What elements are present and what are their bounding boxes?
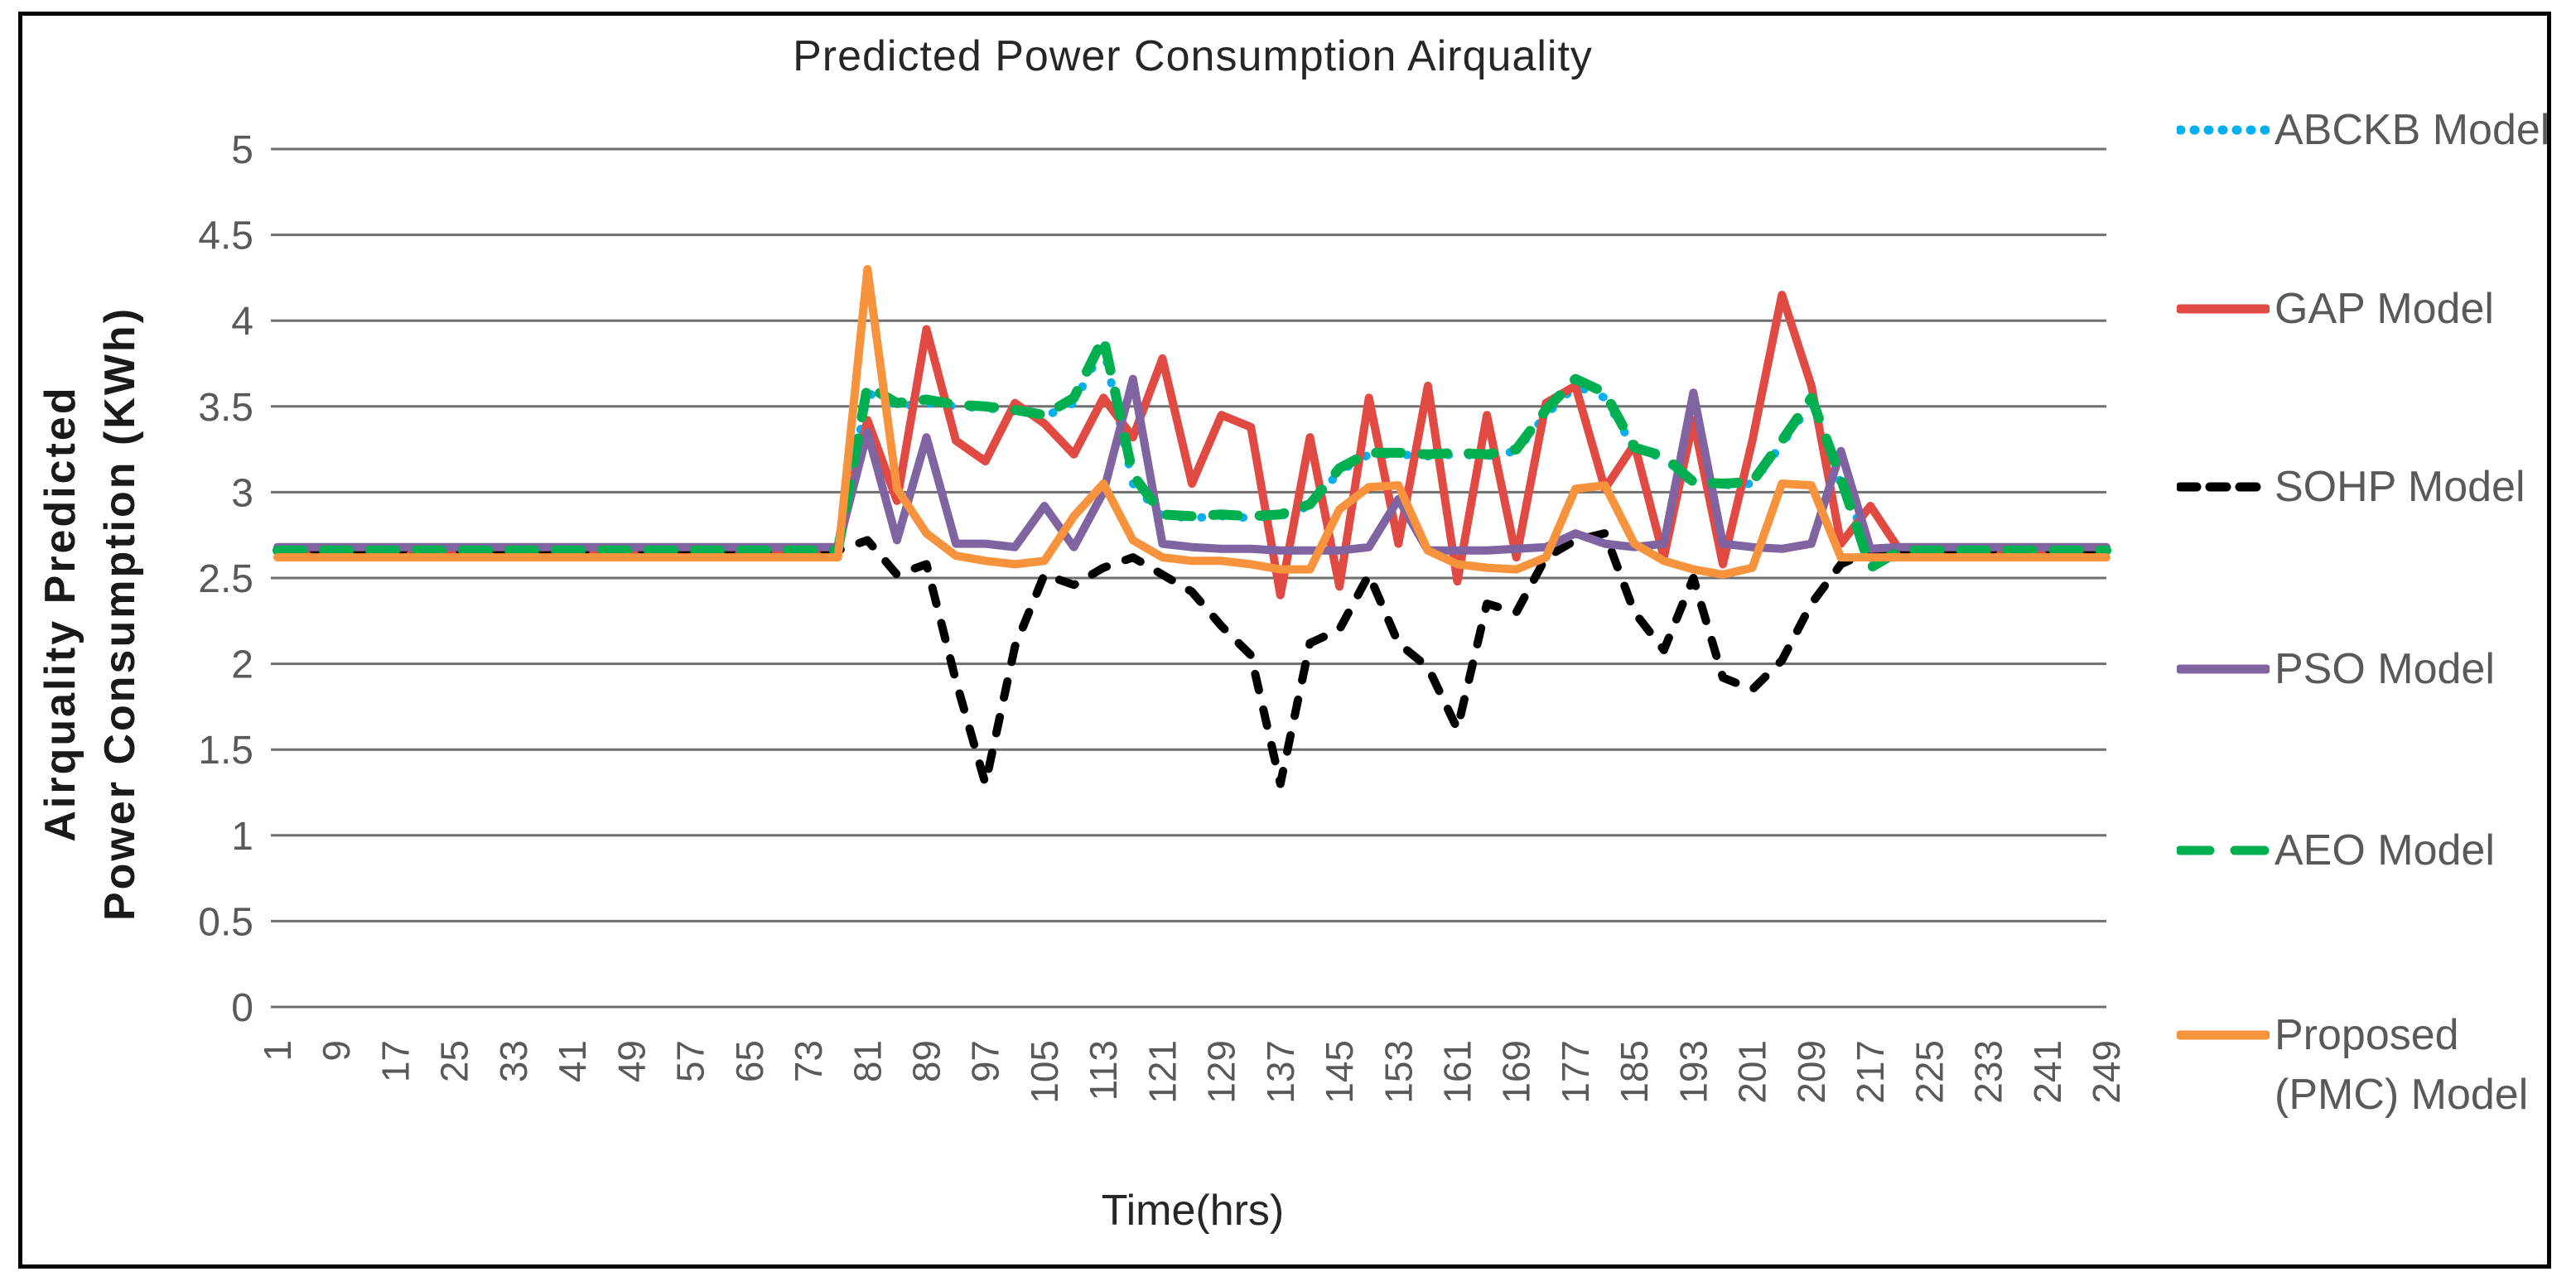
x-tick-label: 121 <box>1141 1040 1184 1104</box>
legend-label-line: AEO Model <box>2275 826 2495 874</box>
chart-title: Predicted Power Consumption Airquality <box>793 32 1593 80</box>
x-tick-label: 81 <box>846 1040 889 1082</box>
y-tick-label: 3.5 <box>198 386 253 430</box>
x-tick-label: 249 <box>2085 1040 2128 1104</box>
x-tick-label: 217 <box>1849 1040 1892 1104</box>
legend-label-line: GAP Model <box>2275 285 2494 333</box>
legend-label: GAP Model <box>2275 279 2494 339</box>
y-axis-title-line1: Airquality Predicted <box>36 385 84 842</box>
x-tick-label: 105 <box>1023 1040 1066 1104</box>
x-tick-label: 9 <box>315 1040 358 1062</box>
series-aeo-model <box>273 332 2111 573</box>
legend-label: AEO Model <box>2275 821 2495 880</box>
x-axis-title: Time(hrs) <box>1101 1187 1285 1235</box>
x-tick-label: 185 <box>1613 1040 1656 1104</box>
legend-item-proposed-pmc-model: Proposed (PMC) Model <box>2177 1005 2528 1125</box>
x-tick-label: 225 <box>1908 1040 1951 1104</box>
x-tick-label: 137 <box>1259 1040 1302 1104</box>
legend: ABCKB Model GAP Model SOHP Model PSO Model A… <box>2177 0 2549 1286</box>
y-tick-label: 4 <box>231 300 253 344</box>
y-tick-label: 4.5 <box>198 214 253 258</box>
legend-marker-solid <box>2177 304 2270 314</box>
x-tick-label: 33 <box>492 1040 535 1082</box>
legend-marker-solid <box>2177 1030 2270 1040</box>
legend-item-abckb-model: ABCKB Model <box>2177 100 2549 160</box>
x-tick-labels: 1 9 17 25 33 41 49 57 65 73 81 89 97 105 113 121 129 137 1… <box>256 1040 2128 1104</box>
legend-label-line: ABCKB Model <box>2275 106 2550 154</box>
x-tick-label: 129 <box>1200 1040 1243 1104</box>
legend-marker-solid <box>2177 664 2270 674</box>
y-tick-label: 3 <box>231 471 253 515</box>
legend-item-gap-model: GAP Model <box>2177 279 2494 339</box>
x-tick-label: 1 <box>256 1040 299 1062</box>
x-tick-label: 49 <box>610 1040 653 1082</box>
series-sohp-model <box>273 529 2110 788</box>
x-tick-label: 241 <box>2026 1040 2069 1104</box>
legend-label: ABCKB Model <box>2275 100 2549 160</box>
x-tick-label: 161 <box>1436 1040 1479 1104</box>
x-tick-label: 209 <box>1790 1040 1833 1104</box>
legend-marker-dashed <box>2177 482 2270 492</box>
legend-label-line: (PMC) Model <box>2275 1071 2529 1119</box>
x-tick-label: 193 <box>1672 1040 1715 1104</box>
legend-item-sohp-model: SOHP Model <box>2177 457 2525 517</box>
x-tick-label: 177 <box>1554 1040 1597 1104</box>
x-tick-label: 153 <box>1377 1040 1420 1104</box>
legend-item-aeo-model: AEO Model <box>2177 821 2495 880</box>
x-tick-label: 97 <box>964 1040 1007 1082</box>
y-tick-label: 1.5 <box>198 729 253 773</box>
y-tick-labels: 0 0.5 1 1.5 2 2.5 3 3.5 4 4.5 5 <box>198 128 253 1030</box>
y-tick-label: 2 <box>231 643 253 687</box>
x-tick-label: 17 <box>374 1040 417 1082</box>
legend-item-pso-model: PSO Model <box>2177 639 2495 699</box>
y-axis-title-line2: Power Consumption (KWh) <box>96 306 144 922</box>
x-tick-label: 73 <box>787 1040 830 1082</box>
x-tick-label: 145 <box>1318 1040 1361 1104</box>
x-tick-label: 25 <box>433 1040 476 1082</box>
series-proposed-pmc-model <box>273 265 2110 579</box>
legend-label: PSO Model <box>2275 639 2495 699</box>
legend-marker-dotted <box>2177 125 2270 135</box>
legend-label-line: SOHP Model <box>2275 463 2525 511</box>
x-tick-label: 41 <box>551 1040 594 1082</box>
y-tick-label: 2.5 <box>198 557 253 601</box>
legend-label-line: PSO Model <box>2275 645 2495 693</box>
x-tick-label: 65 <box>728 1040 771 1082</box>
x-tick-label: 233 <box>1967 1040 2010 1104</box>
y-tick-label: 0 <box>231 986 253 1030</box>
y-tick-label: 0.5 <box>198 900 253 944</box>
legend-label: Proposed (PMC) Model <box>2275 1005 2528 1125</box>
x-tick-label: 113 <box>1082 1040 1125 1101</box>
x-tick-label: 89 <box>904 1040 948 1082</box>
y-axis-title: Airquality Predicted Power Consumption (… <box>31 158 155 1069</box>
gridlines <box>271 147 2106 1009</box>
x-tick-label: 57 <box>669 1040 712 1082</box>
legend-marker-long-dash <box>2177 845 2270 855</box>
figure-border <box>18 12 2551 1269</box>
x-tick-label: 201 <box>1731 1040 1774 1104</box>
y-tick-label: 1 <box>231 815 253 859</box>
x-tick-label: 169 <box>1495 1040 1538 1104</box>
legend-label: SOHP Model <box>2275 457 2525 517</box>
legend-label-line: Proposed <box>2275 1011 2459 1059</box>
y-tick-label: 5 <box>231 128 253 172</box>
